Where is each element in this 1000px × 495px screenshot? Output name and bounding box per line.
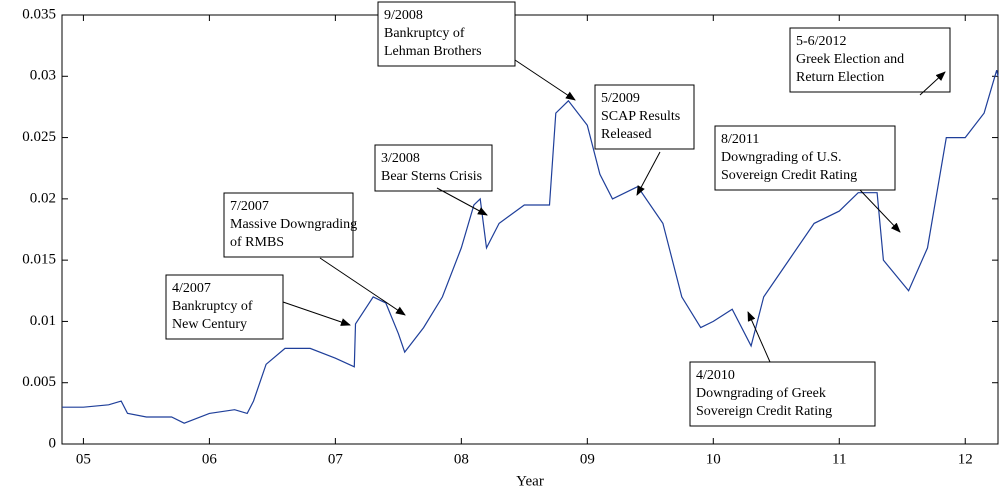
annotation-box: [377, 1, 516, 67]
y-tick-label: 0.01: [30, 313, 56, 329]
annotation-text: Sovereign Credit Rating: [696, 404, 832, 419]
x-tick-label: 07: [328, 451, 344, 467]
x-tick-label: 10: [706, 451, 721, 467]
x-tick-label: 12: [958, 451, 973, 467]
y-tick-label: 0: [49, 435, 57, 451]
annotation-text: 5/2009: [601, 91, 640, 106]
y-tick-label: 0.015: [22, 252, 56, 268]
annotation-text: 7/2007: [230, 199, 269, 214]
annotation-box: [223, 192, 354, 258]
y-tick-label: 0.02: [30, 190, 56, 206]
annotation-text: 4/2010: [696, 368, 735, 383]
y-tick-label: 0.03: [30, 68, 56, 84]
y-tick-label: 0.035: [22, 6, 56, 22]
annotation-text: Bear Sterns Crisis: [381, 169, 482, 184]
annotation-box: [594, 84, 695, 150]
annotation-text: Bankruptcy of: [384, 26, 465, 41]
y-tick-label: 0.025: [22, 129, 56, 145]
annotation-text: 4/2007: [172, 281, 211, 296]
annotation-box: [374, 144, 493, 192]
annotation-text: Downgrading of Greek: [696, 386, 826, 401]
annotation-text: 9/2008: [384, 8, 423, 23]
annotation-arrow: [514, 59, 576, 101]
annotation-arrow: [747, 311, 771, 363]
annotation-text: Return Election: [796, 70, 884, 85]
annotation-box: [165, 274, 284, 340]
annotation-arrow: [282, 301, 351, 326]
y-tick-label: 0.005: [22, 374, 56, 390]
annotation-text: Sovereign Credit Rating: [721, 168, 857, 183]
annotation-arrow: [319, 257, 406, 316]
annotation-text: 5-6/2012: [796, 34, 847, 49]
annotation-text: Massive Downgrading: [230, 217, 357, 232]
annotation-arrow: [636, 151, 661, 196]
annotation-box: [689, 361, 876, 427]
annotation-arrow: [859, 189, 901, 233]
x-tick-label: 09: [580, 451, 595, 467]
x-axis-label: Year: [516, 473, 544, 489]
annotation-arrow: [919, 71, 946, 96]
annotation-box: [789, 27, 951, 93]
annotation-text: New Century: [172, 317, 247, 332]
x-tick-label: 06: [202, 451, 218, 467]
x-tick-label: 11: [832, 451, 846, 467]
annotation-box: [714, 125, 896, 191]
annotation-text: of RMBS: [230, 235, 284, 250]
plot-frame: [61, 14, 999, 445]
data-line: [62, 70, 999, 424]
annotation-text: 3/2008: [381, 151, 420, 166]
annotation-text: Downgrading of U.S.: [721, 150, 842, 165]
annotation-text: Lehman Brothers: [384, 44, 482, 59]
annotation-text: Greek Election and: [796, 52, 904, 67]
x-tick-label: 08: [454, 451, 469, 467]
annotation-text: SCAP Results: [601, 109, 680, 124]
annotation-text: 8/2011: [721, 132, 759, 147]
annotation-text: Released: [601, 127, 652, 142]
annotation-arrow: [436, 187, 488, 216]
x-tick-label: 05: [76, 451, 91, 467]
annotation-text: Bankruptcy of: [172, 299, 253, 314]
